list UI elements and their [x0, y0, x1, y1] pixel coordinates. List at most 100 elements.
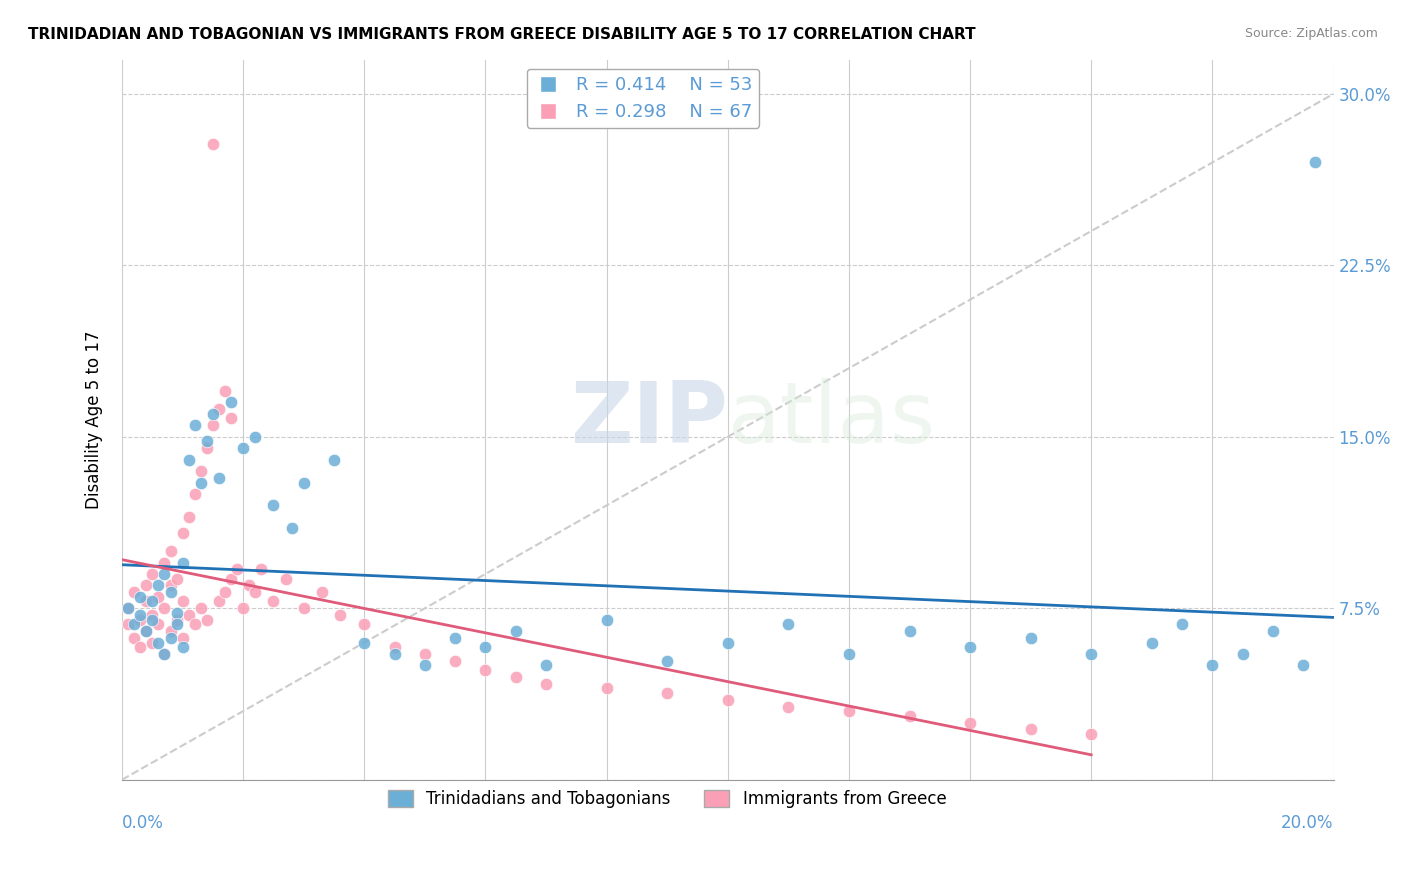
Point — [219, 572, 242, 586]
Point — [177, 509, 200, 524]
Point — [166, 606, 188, 620]
Point — [166, 617, 188, 632]
Point — [201, 137, 224, 152]
Point — [1019, 631, 1042, 645]
Point — [129, 613, 152, 627]
Point — [148, 617, 170, 632]
Text: 20.0%: 20.0% — [1281, 814, 1333, 832]
Text: 0.0%: 0.0% — [122, 814, 165, 832]
Point — [148, 635, 170, 649]
Text: ZIP: ZIP — [569, 378, 728, 461]
Point — [657, 686, 679, 700]
Point — [505, 624, 527, 639]
Point — [190, 464, 212, 478]
Point — [195, 434, 218, 449]
Point — [474, 663, 496, 677]
Point — [1080, 647, 1102, 661]
Point — [219, 411, 242, 425]
Point — [353, 635, 375, 649]
Point — [195, 613, 218, 627]
Point — [141, 594, 163, 608]
Point — [184, 487, 207, 501]
Point — [214, 585, 236, 599]
Legend: Trinidadians and Tobagonians, Immigrants from Greece: Trinidadians and Tobagonians, Immigrants… — [381, 783, 953, 814]
Point — [177, 452, 200, 467]
Point — [384, 640, 406, 654]
Point — [148, 590, 170, 604]
Point — [172, 631, 194, 645]
Point — [474, 640, 496, 654]
Point — [117, 601, 139, 615]
Point — [329, 608, 352, 623]
Point — [141, 566, 163, 581]
Point — [129, 640, 152, 654]
Point — [838, 647, 860, 661]
Point — [159, 585, 181, 599]
Point — [219, 395, 242, 409]
Point — [135, 624, 157, 639]
Point — [959, 715, 981, 730]
Point — [595, 613, 617, 627]
Point — [129, 608, 152, 623]
Point — [1080, 727, 1102, 741]
Point — [245, 430, 267, 444]
Point — [232, 441, 254, 455]
Point — [1232, 647, 1254, 661]
Point — [413, 658, 436, 673]
Point — [311, 585, 333, 599]
Point — [177, 608, 200, 623]
Point — [534, 658, 557, 673]
Point — [657, 654, 679, 668]
Point — [226, 562, 249, 576]
Point — [117, 617, 139, 632]
Point — [153, 566, 176, 581]
Point — [898, 708, 921, 723]
Point — [323, 452, 346, 467]
Point — [172, 594, 194, 608]
Point — [238, 578, 260, 592]
Point — [838, 704, 860, 718]
Point — [898, 624, 921, 639]
Point — [141, 613, 163, 627]
Point — [201, 418, 224, 433]
Point — [444, 631, 467, 645]
Point — [263, 499, 285, 513]
Point — [959, 640, 981, 654]
Point — [444, 654, 467, 668]
Point — [190, 475, 212, 490]
Point — [159, 578, 181, 592]
Point — [292, 601, 315, 615]
Point — [232, 601, 254, 615]
Point — [1019, 723, 1042, 737]
Point — [135, 594, 157, 608]
Point — [195, 441, 218, 455]
Text: TRINIDADIAN AND TOBAGONIAN VS IMMIGRANTS FROM GREECE DISABILITY AGE 5 TO 17 CORR: TRINIDADIAN AND TOBAGONIAN VS IMMIGRANTS… — [28, 27, 976, 42]
Point — [1201, 658, 1223, 673]
Point — [184, 617, 207, 632]
Point — [141, 608, 163, 623]
Point — [172, 525, 194, 540]
Point — [135, 624, 157, 639]
Point — [1305, 155, 1327, 169]
Point — [172, 640, 194, 654]
Point — [135, 578, 157, 592]
Point — [208, 594, 231, 608]
Point — [1292, 658, 1315, 673]
Point — [274, 572, 297, 586]
Point — [208, 402, 231, 417]
Point — [159, 624, 181, 639]
Point — [122, 585, 145, 599]
Point — [717, 635, 740, 649]
Point — [292, 475, 315, 490]
Text: atlas: atlas — [728, 378, 936, 461]
Point — [778, 699, 800, 714]
Y-axis label: Disability Age 5 to 17: Disability Age 5 to 17 — [86, 330, 103, 509]
Point — [208, 471, 231, 485]
Point — [384, 647, 406, 661]
Point — [129, 590, 152, 604]
Point — [141, 635, 163, 649]
Point — [595, 681, 617, 696]
Point — [166, 613, 188, 627]
Point — [172, 556, 194, 570]
Point — [280, 521, 302, 535]
